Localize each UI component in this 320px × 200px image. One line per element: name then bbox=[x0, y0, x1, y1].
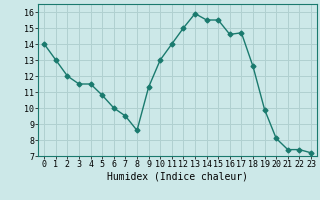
X-axis label: Humidex (Indice chaleur): Humidex (Indice chaleur) bbox=[107, 172, 248, 182]
